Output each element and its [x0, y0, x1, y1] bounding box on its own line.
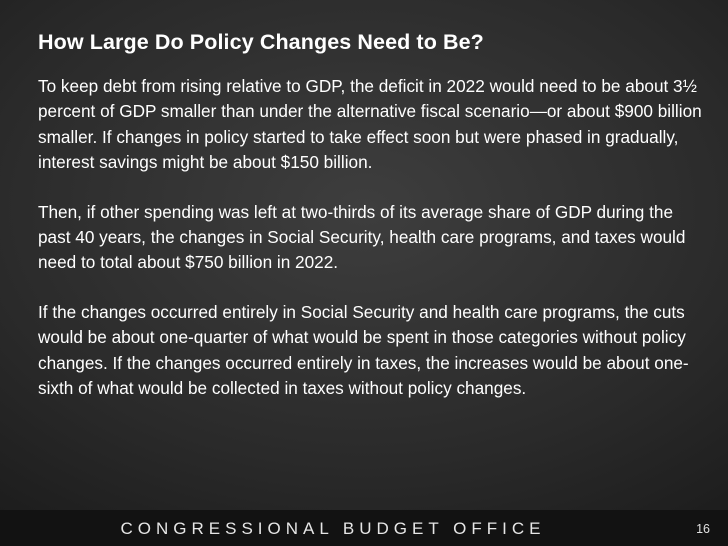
slide-title: How Large Do Policy Changes Need to Be?: [38, 30, 484, 54]
page-number: 16: [696, 522, 710, 536]
body-paragraph-3: If the changes occurred entirely in Soci…: [38, 301, 689, 399]
footer-bar: [0, 510, 728, 546]
slide-body: To keep debt from rising relative to GDP…: [38, 74, 703, 425]
footer-organization: CONGRESSIONAL BUDGET OFFICE: [120, 519, 546, 538]
body-paragraph-1: To keep debt from rising relative to GDP…: [38, 76, 702, 173]
body-paragraph-2: Then, if other spending was left at two-…: [38, 201, 686, 273]
